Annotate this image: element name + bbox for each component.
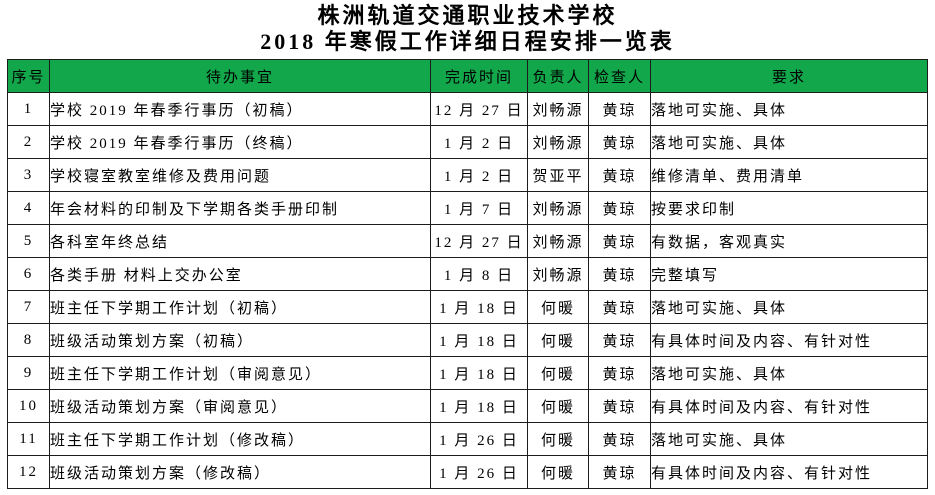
table-row: 10 班级活动策划方案（审阅意见） 1 月 18 日何暖 黄琼 有具体时间及内容、有针对… — [7, 389, 928, 423]
owner-cell: 刘畅源 — [527, 191, 589, 225]
row-number-cell: 1 — [7, 92, 50, 126]
inspector-cell: 黄琼 — [588, 389, 651, 423]
task-cell: 班级活动策划方案（初稿） — [49, 323, 431, 357]
inspector-cell: 黄琼 — [588, 224, 651, 258]
inspector-cell: 黄琼 — [588, 125, 651, 159]
inspector-cell: 黄琼 — [588, 455, 651, 489]
inspector-cell: 黄琼 — [588, 158, 651, 192]
row-number-cell: 5 — [7, 224, 50, 258]
table-row: 1 学校 2019 年春季行事历（初稿） 12 月 27 日刘畅源 黄琼 落地可实施、具… — [7, 92, 928, 126]
table-row: 8 班级活动策划方案（初稿） 1 月 18 日何暖 黄琼 有具体时间及内容、有针对性 — [7, 323, 928, 357]
row-number-cell: 10 — [7, 389, 50, 423]
header-requirement: 要求 — [650, 59, 928, 93]
row-number-cell: 9 — [7, 356, 50, 390]
owner-cell: 何暖 — [527, 323, 589, 357]
inspector-cell: 黄琼 — [588, 323, 651, 357]
row-number-cell: 3 — [7, 158, 50, 192]
row-number-cell: 11 — [7, 422, 50, 456]
document-title-block: 株洲轨道交通职业技术学校 2018 年寒假工作详细日程安排一览表 — [0, 0, 935, 55]
task-cell: 各类手册 材料上交办公室 — [49, 257, 431, 291]
requirement-cell: 按要求印制 — [650, 191, 928, 225]
requirement-cell: 有具体时间及内容、有针对性 — [650, 455, 928, 489]
task-cell: 学校 2019 年春季行事历（初稿） — [49, 92, 431, 126]
school-name-title: 株洲轨道交通职业技术学校 — [317, 3, 618, 28]
task-cell: 学校寝室教室维修及费用问题 — [49, 158, 431, 192]
deadline-cell: 1 月 26 日 — [430, 455, 528, 489]
task-cell: 班级活动策划方案（修改稿） — [49, 455, 431, 489]
deadline-cell: 1 月 18 日 — [430, 323, 528, 357]
table-row: 12 班级活动策划方案（修改稿） 1 月 26 日何暖 黄琼 有具体时间及内容、有针对性 — [7, 455, 928, 489]
header-inspector: 检查人 — [588, 59, 651, 93]
table-row: 5 各科室年终总结 12 月 27 日刘畅源 黄琼 有数据，客观真实 — [7, 224, 928, 258]
deadline-cell: 1 月 8 日 — [430, 257, 528, 291]
inspector-cell: 黄琼 — [588, 191, 651, 225]
inspector-cell: 黄琼 — [588, 356, 651, 390]
requirement-cell: 有具体时间及内容、有针对性 — [650, 323, 928, 357]
task-cell: 学校 2019 年春季行事历（终稿） — [49, 125, 431, 159]
task-cell: 各科室年终总结 — [49, 224, 431, 258]
row-number-cell: 6 — [7, 257, 50, 291]
requirement-cell: 落地可实施、具体 — [650, 356, 928, 390]
inspector-cell: 黄琼 — [588, 92, 651, 126]
deadline-cell: 1 月 18 日 — [430, 356, 528, 390]
owner-cell: 何暖 — [527, 389, 589, 423]
deadline-cell: 1 月 2 日 — [430, 125, 528, 159]
task-cell: 班主任下学期工作计划（审阅意见） — [49, 356, 431, 390]
owner-cell: 刘畅源 — [527, 92, 589, 126]
row-number-cell: 8 — [7, 323, 50, 357]
winter-vacation-schedule-table: 序号 待办事宜 完成时间 负责人 检查人 要求 1 学校 2019 年春季行事历（… — [7, 59, 928, 489]
table-row: 2 学校 2019 年春季行事历（终稿） 1 月 2 日刘畅源 黄琼 落地可实施、具体 — [7, 125, 928, 159]
requirement-cell: 落地可实施、具体 — [650, 92, 928, 126]
deadline-cell: 12 月 27 日 — [430, 224, 528, 258]
deadline-cell: 1 月 18 日 — [430, 389, 528, 423]
requirement-cell: 有具体时间及内容、有针对性 — [650, 389, 928, 423]
header-owner: 负责人 — [527, 59, 589, 93]
deadline-cell: 1 月 2 日 — [430, 158, 528, 192]
task-cell: 班级活动策划方案（审阅意见） — [49, 389, 431, 423]
row-number-cell: 12 — [7, 455, 50, 489]
schedule-table-title: 2018 年寒假工作详细日程安排一览表 — [260, 29, 675, 54]
owner-cell: 何暖 — [527, 356, 589, 390]
owner-cell: 何暖 — [527, 422, 589, 456]
deadline-cell: 1 月 18 日 — [430, 290, 528, 324]
deadline-cell: 1 月 7 日 — [430, 191, 528, 225]
inspector-cell: 黄琼 — [588, 422, 651, 456]
header-row-number: 序号 — [7, 59, 50, 93]
header-task: 待办事宜 — [49, 59, 431, 93]
owner-cell: 刘畅源 — [527, 125, 589, 159]
row-number-cell: 2 — [7, 125, 50, 159]
owner-cell: 刘畅源 — [527, 224, 589, 258]
table-row: 7 班主任下学期工作计划（初稿） 1 月 18 日何暖 黄琼 落地可实施、具体 — [7, 290, 928, 324]
row-number-cell: 4 — [7, 191, 50, 225]
requirement-cell: 有数据，客观真实 — [650, 224, 928, 258]
table-body: 1 学校 2019 年春季行事历（初稿） 12 月 27 日刘畅源 黄琼 落地可实施、具… — [7, 92, 928, 489]
requirement-cell: 落地可实施、具体 — [650, 125, 928, 159]
owner-cell: 贺亚平 — [527, 158, 589, 192]
table-row: 4 年会材料的印制及下学期各类手册印制 1 月 7 日刘畅源 黄琼 按要求印制 — [7, 191, 928, 225]
deadline-cell: 1 月 26 日 — [430, 422, 528, 456]
inspector-cell: 黄琼 — [588, 290, 651, 324]
requirement-cell: 维修清单、费用清单 — [650, 158, 928, 192]
requirement-cell: 完整填写 — [650, 257, 928, 291]
requirement-cell: 落地可实施、具体 — [650, 290, 928, 324]
task-cell: 年会材料的印制及下学期各类手册印制 — [49, 191, 431, 225]
table-row: 6 各类手册 材料上交办公室 1 月 8 日刘畅源 黄琼 完整填写 — [7, 257, 928, 291]
inspector-cell: 黄琼 — [588, 257, 651, 291]
deadline-cell: 12 月 27 日 — [430, 92, 528, 126]
header-deadline: 完成时间 — [430, 59, 528, 93]
owner-cell: 何暖 — [527, 455, 589, 489]
row-number-cell: 7 — [7, 290, 50, 324]
table-row: 3 学校寝室教室维修及费用问题 1 月 2 日贺亚平 黄琼 维修清单、费用清单 — [7, 158, 928, 192]
owner-cell: 刘畅源 — [527, 257, 589, 291]
table-row: 9 班主任下学期工作计划（审阅意见） 1 月 18 日何暖 黄琼 落地可实施、具体 — [7, 356, 928, 390]
task-cell: 班主任下学期工作计划（修改稿） — [49, 422, 431, 456]
requirement-cell: 落地可实施、具体 — [650, 422, 928, 456]
table-row: 11 班主任下学期工作计划（修改稿） 1 月 26 日何暖 黄琼 落地可实施、具体 — [7, 422, 928, 456]
owner-cell: 何暖 — [527, 290, 589, 324]
table-header-row: 序号 待办事宜 完成时间 负责人 检查人 要求 — [7, 59, 928, 93]
task-cell: 班主任下学期工作计划（初稿） — [49, 290, 431, 324]
